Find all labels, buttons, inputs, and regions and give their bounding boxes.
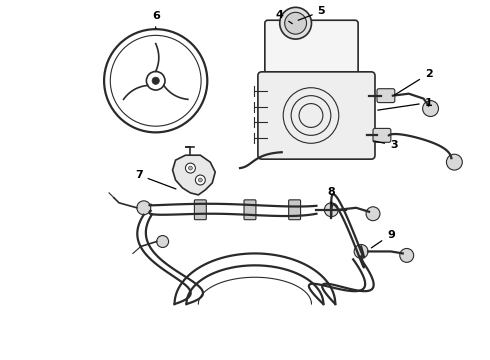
Circle shape — [324, 203, 338, 217]
FancyBboxPatch shape — [244, 200, 256, 220]
FancyBboxPatch shape — [265, 20, 358, 84]
Polygon shape — [172, 155, 215, 195]
Circle shape — [137, 201, 151, 215]
Circle shape — [446, 154, 462, 170]
Circle shape — [196, 175, 205, 185]
Circle shape — [198, 178, 202, 182]
Circle shape — [400, 248, 414, 262]
FancyBboxPatch shape — [195, 200, 206, 220]
FancyBboxPatch shape — [289, 200, 300, 220]
Text: 5: 5 — [298, 6, 325, 20]
Text: 9: 9 — [371, 230, 395, 248]
Circle shape — [157, 235, 169, 247]
Text: 6: 6 — [152, 11, 160, 28]
Circle shape — [422, 100, 439, 117]
Text: 7: 7 — [135, 170, 176, 189]
FancyBboxPatch shape — [373, 129, 391, 142]
Text: 3: 3 — [374, 140, 398, 150]
Text: 8: 8 — [327, 187, 335, 204]
Text: 1: 1 — [378, 98, 433, 110]
Circle shape — [185, 163, 196, 173]
Text: 2: 2 — [394, 69, 433, 95]
Circle shape — [366, 207, 380, 221]
Circle shape — [152, 77, 159, 84]
Circle shape — [189, 166, 193, 170]
Circle shape — [285, 12, 307, 34]
Circle shape — [354, 244, 368, 258]
FancyBboxPatch shape — [258, 72, 375, 159]
FancyBboxPatch shape — [377, 89, 395, 103]
Text: 4: 4 — [276, 10, 293, 24]
Circle shape — [280, 7, 312, 39]
